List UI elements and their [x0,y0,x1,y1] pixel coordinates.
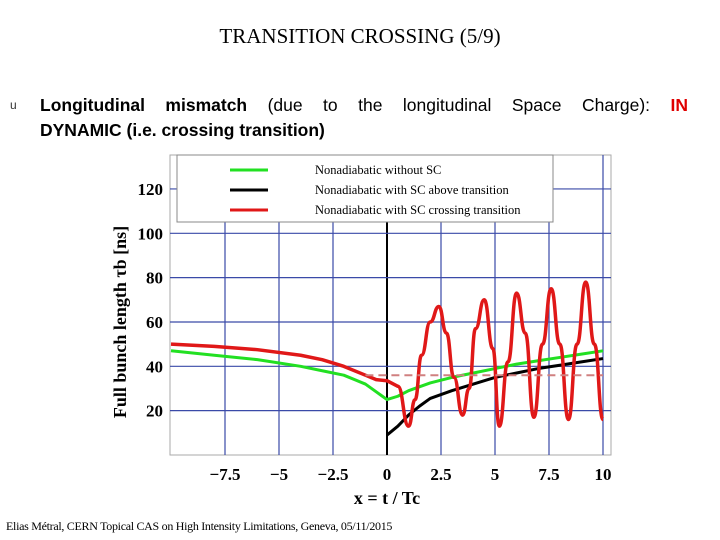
bullet-normal-text: (due to the longitudinal Space Charge): [247,95,671,115]
bullet-bold-text: Longitudinal mismatch [40,95,248,115]
bullet-bold-text-2: DYNAMIC (i.e. crossing transition) [40,120,325,140]
y-tick-label: 100 [138,224,164,243]
x-tick-label: 7.5 [538,465,559,484]
x-tick-label: 5 [491,465,500,484]
y-tick-label: 80 [146,269,163,288]
x-axis-label: x = t / Tc [354,488,420,508]
bullet-red-text: IN [670,95,689,115]
bullet-marker: u [10,98,17,112]
bullet-line-2: DYNAMIC (i.e. crossing transition) [40,118,688,143]
series-line-2 [386,357,604,437]
slide-title: TRANSITION CROSSING (5/9) [219,24,501,48]
legend-label: Nonadiabatic with SC crossing transition [315,203,521,217]
x-tick-label: 0 [383,465,392,484]
y-axis-label: Full bunch length τb [ns] [110,226,130,418]
series-line-1 [170,349,604,402]
footer-citation: Elias Métral, CERN Topical CAS on High I… [6,519,393,533]
bullet-line-1: Longitudinal mismatch (due to the longit… [40,93,688,118]
y-tick-label: 60 [146,313,163,332]
x-tick-label: −2.5 [318,465,349,484]
y-tick-label: 40 [146,357,163,376]
x-tick-label: 10 [595,465,612,484]
y-tick-label: 20 [146,402,163,421]
x-tick-label: −7.5 [210,465,241,484]
x-tick-label: 2.5 [430,465,451,484]
legend-label: Nonadiabatic without SC [315,163,441,177]
series-line-3 [170,280,605,428]
x-tick-label: −5 [270,465,288,484]
legend-label: Nonadiabatic with SC above transition [315,183,509,197]
y-tick-label: 120 [138,180,164,199]
